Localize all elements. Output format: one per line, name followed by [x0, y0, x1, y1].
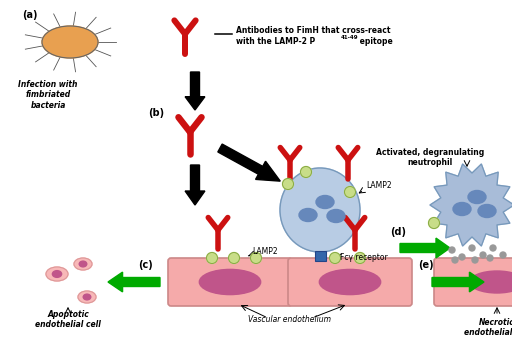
FancyBboxPatch shape: [434, 258, 512, 306]
Circle shape: [469, 245, 475, 251]
Text: (e): (e): [418, 260, 434, 270]
Circle shape: [228, 252, 240, 264]
Text: Necrotic
endothelial cell: Necrotic endothelial cell: [464, 318, 512, 337]
Text: Antibodies to FimH that cross-react: Antibodies to FimH that cross-react: [236, 26, 391, 35]
Circle shape: [452, 257, 458, 263]
Ellipse shape: [79, 261, 87, 267]
Circle shape: [429, 218, 439, 229]
FancyArrow shape: [185, 165, 205, 205]
Text: (c): (c): [138, 260, 153, 270]
FancyArrow shape: [185, 72, 205, 110]
Ellipse shape: [468, 191, 486, 204]
Ellipse shape: [280, 168, 360, 252]
FancyBboxPatch shape: [288, 258, 412, 306]
Text: epitope: epitope: [357, 37, 393, 46]
Text: LAMP2: LAMP2: [252, 247, 278, 257]
Ellipse shape: [42, 26, 98, 58]
FancyArrow shape: [400, 238, 450, 258]
Circle shape: [250, 252, 262, 264]
FancyArrow shape: [108, 272, 160, 292]
Circle shape: [345, 186, 355, 198]
FancyBboxPatch shape: [168, 258, 292, 306]
Text: (a): (a): [22, 10, 37, 20]
FancyArrow shape: [218, 144, 280, 181]
Ellipse shape: [199, 270, 261, 294]
Circle shape: [330, 252, 340, 264]
Circle shape: [206, 252, 218, 264]
Text: Apoptotic
endothelial cell: Apoptotic endothelial cell: [35, 310, 101, 329]
Ellipse shape: [52, 271, 61, 277]
Text: Fcγ receptor: Fcγ receptor: [340, 252, 388, 261]
Circle shape: [354, 252, 366, 264]
Ellipse shape: [83, 294, 91, 300]
Circle shape: [480, 252, 486, 258]
Bar: [314, 251, 326, 261]
Ellipse shape: [319, 270, 381, 294]
Text: Activated, degranulating
neutrophil: Activated, degranulating neutrophil: [376, 148, 484, 167]
Text: with the LAMP-2 P: with the LAMP-2 P: [236, 37, 315, 46]
Text: Infection with
fimbriated
bacteria: Infection with fimbriated bacteria: [18, 80, 78, 110]
Ellipse shape: [46, 267, 68, 281]
Circle shape: [459, 254, 465, 260]
Text: 41-49: 41-49: [341, 35, 358, 40]
Circle shape: [500, 252, 506, 258]
Ellipse shape: [327, 210, 345, 223]
Text: Vascular endothelium: Vascular endothelium: [248, 315, 331, 324]
Circle shape: [283, 179, 293, 190]
Circle shape: [490, 245, 496, 251]
Ellipse shape: [470, 271, 512, 293]
Text: LAMP2: LAMP2: [366, 180, 392, 190]
Ellipse shape: [78, 291, 96, 303]
Polygon shape: [430, 164, 512, 246]
Circle shape: [449, 247, 455, 253]
FancyArrow shape: [432, 272, 484, 292]
Ellipse shape: [299, 208, 317, 221]
Circle shape: [472, 257, 478, 263]
Text: (d): (d): [390, 227, 406, 237]
Ellipse shape: [74, 258, 92, 270]
Text: (b): (b): [148, 108, 164, 118]
Circle shape: [487, 255, 493, 261]
Ellipse shape: [478, 205, 496, 218]
Ellipse shape: [316, 196, 334, 208]
Ellipse shape: [453, 203, 471, 216]
Circle shape: [301, 166, 311, 178]
